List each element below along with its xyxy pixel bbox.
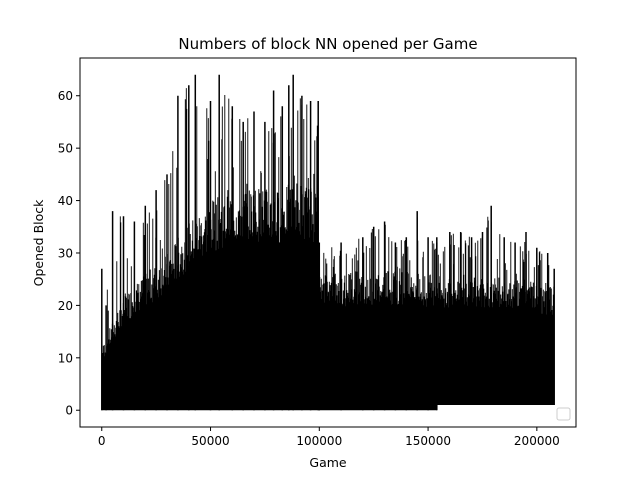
y-tick-label: 60	[58, 89, 73, 103]
x-tick-label: 200000	[514, 434, 560, 448]
y-axis-label: Opened Block	[31, 199, 46, 287]
x-axis-ticks: 0 50000 100000 150000 200000	[98, 427, 560, 448]
x-axis-label: Game	[309, 455, 347, 470]
series-peaks	[101, 74, 319, 411]
y-tick-label: 30	[58, 246, 73, 260]
x-tick-label: 50000	[191, 434, 229, 448]
y-tick-label: 0	[65, 404, 73, 418]
legend-box	[556, 407, 571, 421]
y-tick-label: 10	[58, 351, 73, 365]
y-axis-ticks: 0 10 20 30 40 50 60	[58, 89, 80, 418]
data-series	[101, 74, 555, 411]
plot-frame	[79, 57, 577, 428]
chart-title: Numbers of block NN opened per Game	[178, 35, 477, 53]
y-tick-label: 40	[58, 194, 73, 208]
series-peaks	[436, 205, 555, 405]
series-peaks	[318, 211, 438, 411]
x-tick-label: 100000	[296, 434, 342, 448]
x-tick-label: 0	[98, 434, 106, 448]
y-tick-label: 20	[58, 299, 73, 313]
y-tick-label: 50	[58, 142, 73, 156]
x-tick-label: 150000	[405, 434, 451, 448]
